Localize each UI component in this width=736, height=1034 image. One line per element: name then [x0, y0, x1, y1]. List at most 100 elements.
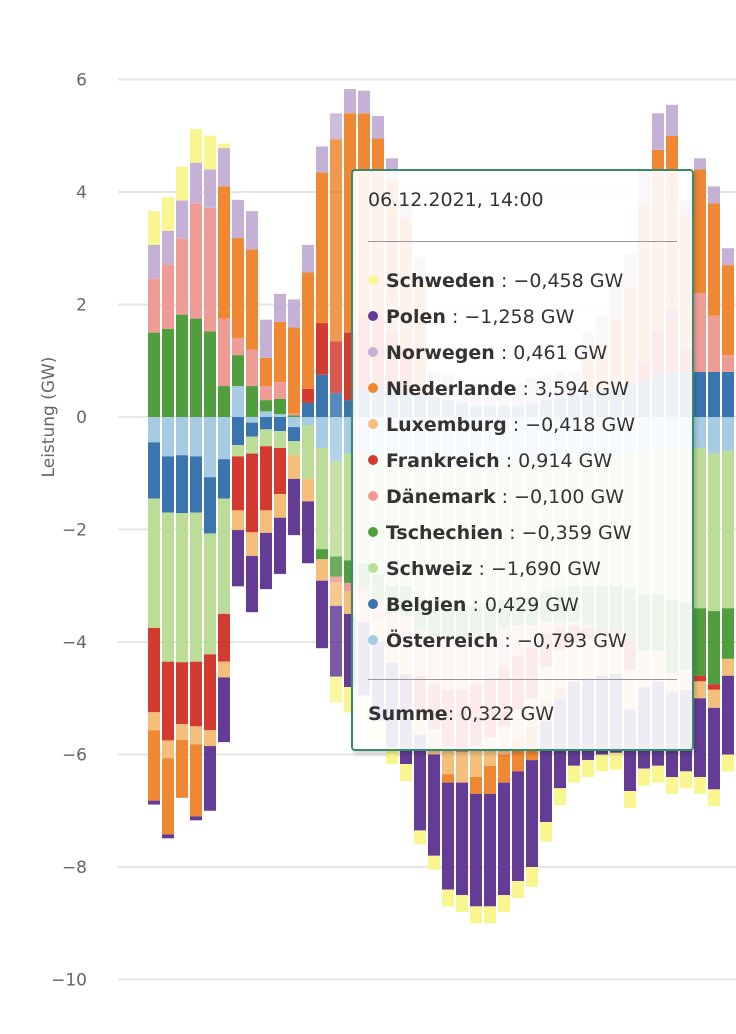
- bar-segment-norwegen[interactable]: [176, 200, 188, 239]
- bar-stack[interactable]: [162, 197, 174, 839]
- bar-segment-luxemburg[interactable]: [274, 494, 286, 518]
- bar-segment-d-nemark[interactable]: [288, 413, 300, 416]
- bar-segment-schweden[interactable]: [596, 754, 608, 772]
- bar-segment-niederlande[interactable]: [274, 321, 286, 383]
- bar-segment-schweden[interactable]: [442, 889, 454, 907]
- bar-segment-frankreich[interactable]: [218, 613, 230, 662]
- bar-segment-schweden[interactable]: [554, 788, 566, 806]
- bar-segment-schweden[interactable]: [484, 906, 496, 924]
- bar-segment-schweden[interactable]: [162, 197, 174, 231]
- bar-segment-norwegen[interactable]: [666, 104, 678, 136]
- bar-stack[interactable]: [204, 135, 216, 811]
- bar-segment-frankreich[interactable]: [190, 661, 202, 727]
- bar-stack[interactable]: [232, 199, 244, 587]
- bar-segment-frankreich[interactable]: [274, 447, 286, 495]
- bar-segment-schweden[interactable]: [512, 881, 524, 898]
- bar-segment-schweden[interactable]: [148, 211, 160, 245]
- bar-segment-luxemburg[interactable]: [470, 746, 482, 777]
- bar-segment-schweden[interactable]: [680, 771, 692, 789]
- bar-segment--sterreich[interactable]: [162, 417, 174, 457]
- bar-segment-schweden[interactable]: [190, 129, 202, 163]
- bar-segment-schweden[interactable]: [624, 791, 636, 808]
- bar-stack[interactable]: [274, 293, 286, 574]
- bar-segment-luxemburg[interactable]: [148, 712, 160, 731]
- bar-segment-schweiz[interactable]: [302, 425, 314, 479]
- bar-stack[interactable]: [722, 248, 734, 772]
- bar-segment--sterreich[interactable]: [288, 417, 300, 428]
- bar-segment-polen[interactable]: [498, 782, 510, 896]
- bar-segment-norwegen[interactable]: [148, 244, 160, 279]
- bar-segment-norwegen[interactable]: [288, 299, 300, 328]
- bar-segment-niederlande[interactable]: [288, 327, 300, 414]
- bar-segment-schweden[interactable]: [400, 764, 412, 781]
- bar-segment-norwegen[interactable]: [344, 89, 356, 114]
- bar-segment-tschechien[interactable]: [694, 608, 706, 676]
- bar-segment-schweden[interactable]: [638, 768, 650, 786]
- bar-segment-norwegen[interactable]: [232, 199, 244, 239]
- bar-segment-tschechien[interactable]: [260, 400, 272, 412]
- bar-segment-polen[interactable]: [526, 760, 538, 867]
- bar-segment-frankreich[interactable]: [232, 456, 244, 511]
- bar-segment-norwegen[interactable]: [218, 148, 230, 187]
- bar-segment-schweden[interactable]: [582, 760, 594, 777]
- bar-segment-tschechien[interactable]: [204, 331, 216, 418]
- bar-segment-d-nemark[interactable]: [694, 293, 706, 372]
- bar-segment-d-nemark[interactable]: [232, 338, 244, 356]
- bar-segment-schweiz[interactable]: [204, 533, 216, 655]
- bar-segment-tschechien[interactable]: [722, 608, 734, 659]
- bar-segment-norwegen[interactable]: [708, 186, 720, 204]
- bar-segment-tschechien[interactable]: [218, 386, 230, 417]
- bar-segment-tschechien[interactable]: [232, 355, 244, 387]
- bar-stack[interactable]: [218, 143, 230, 743]
- bar-segment-niederlande[interactable]: [316, 172, 328, 324]
- bar-segment-belgien[interactable]: [274, 417, 286, 432]
- bar-segment-norwegen[interactable]: [302, 244, 314, 273]
- bar-segment-d-nemark[interactable]: [176, 238, 188, 315]
- bar-segment-frankreich[interactable]: [148, 627, 160, 713]
- bar-segment-belgien[interactable]: [694, 372, 706, 417]
- bar-segment-schweden[interactable]: [470, 906, 482, 924]
- bar-segment-polen[interactable]: [260, 532, 272, 590]
- bar-segment-frankreich[interactable]: [330, 341, 342, 393]
- bar-stack[interactable]: [302, 244, 314, 564]
- bar-segment-polen[interactable]: [442, 782, 454, 890]
- bar-segment-polen[interactable]: [330, 605, 342, 677]
- bar-segment-frankreich[interactable]: [162, 661, 174, 741]
- bar-segment-luxemburg[interactable]: [694, 681, 706, 699]
- bar-segment-d-nemark[interactable]: [218, 318, 230, 387]
- bar-segment-polen[interactable]: [722, 675, 734, 755]
- bar-segment-belgien[interactable]: [288, 427, 300, 442]
- bar-segment--sterreich[interactable]: [176, 417, 188, 456]
- bar-segment-norwegen[interactable]: [694, 158, 706, 170]
- bar-segment-niederlande[interactable]: [232, 238, 244, 339]
- bar-segment-schweden[interactable]: [456, 895, 468, 912]
- bar-segment-polen[interactable]: [190, 816, 202, 821]
- bar-segment-belgien[interactable]: [162, 456, 174, 513]
- bar-segment-frankreich[interactable]: [260, 446, 272, 511]
- bar-segment-schweden[interactable]: [652, 765, 664, 783]
- bar-segment-luxemburg[interactable]: [260, 510, 272, 533]
- bar-segment-schweden[interactable]: [708, 789, 720, 807]
- bar-segment-niederlande[interactable]: [330, 139, 342, 342]
- bar-segment-belgien[interactable]: [330, 392, 342, 417]
- bar-segment-norwegen[interactable]: [358, 90, 370, 114]
- bar-segment--sterreich[interactable]: [694, 417, 706, 448]
- bar-segment--sterreich[interactable]: [330, 417, 342, 462]
- bar-segment-luxemburg[interactable]: [330, 582, 342, 606]
- bar-segment-norwegen[interactable]: [246, 211, 258, 250]
- bar-segment-norwegen[interactable]: [190, 162, 202, 204]
- bar-segment-belgien[interactable]: [246, 422, 258, 437]
- bar-segment-schweden[interactable]: [498, 895, 510, 912]
- bar-segment-schweden[interactable]: [386, 747, 398, 765]
- bar-segment-tschechien[interactable]: [246, 386, 258, 417]
- bar-segment-belgien[interactable]: [218, 459, 230, 499]
- bar-segment-d-nemark[interactable]: [162, 264, 174, 329]
- bar-segment-norwegen[interactable]: [372, 116, 384, 139]
- bar-segment-niederlande[interactable]: [442, 774, 454, 783]
- bar-segment-polen[interactable]: [512, 771, 524, 882]
- bar-segment-norwegen[interactable]: [316, 146, 328, 173]
- bar-segment-schweden[interactable]: [540, 822, 552, 842]
- bar-segment-polen[interactable]: [428, 754, 440, 856]
- bar-segment-polen[interactable]: [162, 834, 174, 839]
- bar-segment-d-nemark[interactable]: [274, 382, 286, 399]
